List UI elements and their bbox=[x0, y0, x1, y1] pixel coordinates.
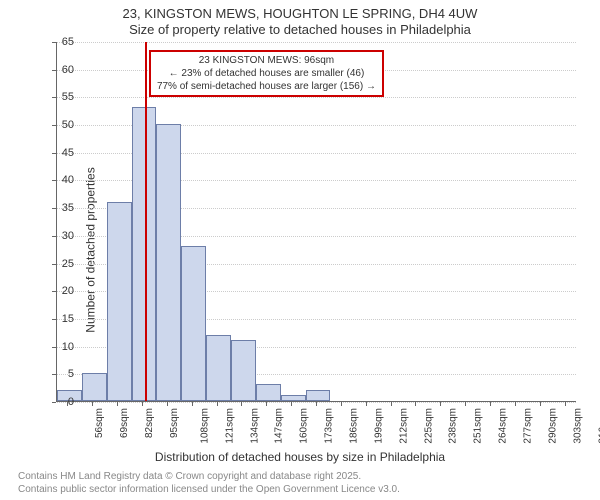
y-tick-mark bbox=[52, 125, 56, 126]
y-tick-mark bbox=[52, 374, 56, 375]
x-tick-label: 121sqm bbox=[224, 408, 235, 444]
callout-line3: 77% of semi-detached houses are larger (… bbox=[157, 80, 376, 93]
x-tick-mark bbox=[316, 402, 317, 406]
x-tick-label: 303sqm bbox=[572, 408, 583, 444]
x-tick-mark bbox=[291, 402, 292, 406]
x-tick-mark bbox=[341, 402, 342, 406]
x-tick-label: 95sqm bbox=[169, 408, 180, 438]
x-tick-mark bbox=[490, 402, 491, 406]
attribution-line2: Contains public sector information licen… bbox=[18, 483, 400, 496]
x-tick-mark bbox=[241, 402, 242, 406]
x-tick-label: 108sqm bbox=[199, 408, 210, 444]
y-tick-mark bbox=[52, 70, 56, 71]
x-tick-mark bbox=[117, 402, 118, 406]
x-tick-mark bbox=[565, 402, 566, 406]
histogram-bar bbox=[156, 124, 181, 401]
y-tick-mark bbox=[52, 291, 56, 292]
x-tick-mark bbox=[142, 402, 143, 406]
histogram-bar bbox=[107, 202, 132, 401]
y-tick-mark bbox=[52, 42, 56, 43]
gridline bbox=[57, 97, 576, 98]
callout-line1: 23 KINGSTON MEWS: 96sqm bbox=[157, 54, 376, 67]
x-tick-label: 186sqm bbox=[349, 408, 360, 444]
marker-callout: 23 KINGSTON MEWS: 96sqm ← 23% of detache… bbox=[149, 50, 384, 97]
chart-title-line1: 23, KINGSTON MEWS, HOUGHTON LE SPRING, D… bbox=[0, 6, 600, 21]
histogram-bar bbox=[256, 384, 281, 401]
x-tick-mark bbox=[192, 402, 193, 406]
y-tick-mark bbox=[52, 402, 56, 403]
x-tick-label: 277sqm bbox=[523, 408, 534, 444]
y-tick-mark bbox=[52, 97, 56, 98]
marker-line bbox=[145, 42, 147, 401]
histogram-bar bbox=[231, 340, 256, 401]
x-tick-mark bbox=[440, 402, 441, 406]
y-tick-mark bbox=[52, 208, 56, 209]
x-tick-label: 199sqm bbox=[373, 408, 384, 444]
x-tick-label: 225sqm bbox=[423, 408, 434, 444]
x-tick-mark bbox=[266, 402, 267, 406]
x-tick-mark bbox=[391, 402, 392, 406]
x-tick-mark bbox=[92, 402, 93, 406]
gridline bbox=[57, 42, 576, 43]
x-tick-label: 160sqm bbox=[299, 408, 310, 444]
x-tick-mark bbox=[167, 402, 168, 406]
x-tick-label: 264sqm bbox=[498, 408, 509, 444]
x-tick-label: 147sqm bbox=[274, 408, 285, 444]
x-tick-mark bbox=[217, 402, 218, 406]
x-tick-label: 212sqm bbox=[398, 408, 409, 444]
x-tick-label: 82sqm bbox=[144, 408, 155, 438]
x-tick-mark bbox=[366, 402, 367, 406]
y-tick-mark bbox=[52, 236, 56, 237]
y-tick-mark bbox=[52, 153, 56, 154]
x-tick-label: 56sqm bbox=[94, 408, 105, 438]
attribution-line1: Contains HM Land Registry data © Crown c… bbox=[18, 470, 400, 483]
y-tick-mark bbox=[52, 180, 56, 181]
histogram-bar bbox=[82, 373, 107, 401]
attribution: Contains HM Land Registry data © Crown c… bbox=[18, 470, 400, 496]
x-tick-label: 69sqm bbox=[119, 408, 130, 438]
chart-container: 23, KINGSTON MEWS, HOUGHTON LE SPRING, D… bbox=[0, 0, 600, 500]
histogram-bar bbox=[206, 335, 231, 401]
plot-area: 23 KINGSTON MEWS: 96sqm ← 23% of detache… bbox=[56, 42, 576, 402]
y-tick-mark bbox=[52, 347, 56, 348]
histogram-bar bbox=[281, 395, 306, 401]
x-tick-mark bbox=[415, 402, 416, 406]
x-axis-label: Distribution of detached houses by size … bbox=[0, 450, 600, 464]
chart-title-line2: Size of property relative to detached ho… bbox=[0, 22, 600, 37]
x-tick-mark bbox=[465, 402, 466, 406]
histogram-bar bbox=[306, 390, 331, 401]
x-tick-mark bbox=[515, 402, 516, 406]
y-tick-mark bbox=[52, 319, 56, 320]
callout-line2: ← 23% of detached houses are smaller (46… bbox=[157, 67, 376, 80]
x-tick-label: 134sqm bbox=[249, 408, 260, 444]
x-tick-label: 173sqm bbox=[324, 408, 335, 444]
x-tick-mark bbox=[540, 402, 541, 406]
x-tick-mark bbox=[67, 402, 68, 406]
histogram-bar bbox=[181, 246, 206, 401]
x-tick-label: 251sqm bbox=[473, 408, 484, 444]
x-tick-label: 290sqm bbox=[547, 408, 558, 444]
y-tick-mark bbox=[52, 264, 56, 265]
x-tick-label: 238sqm bbox=[448, 408, 459, 444]
